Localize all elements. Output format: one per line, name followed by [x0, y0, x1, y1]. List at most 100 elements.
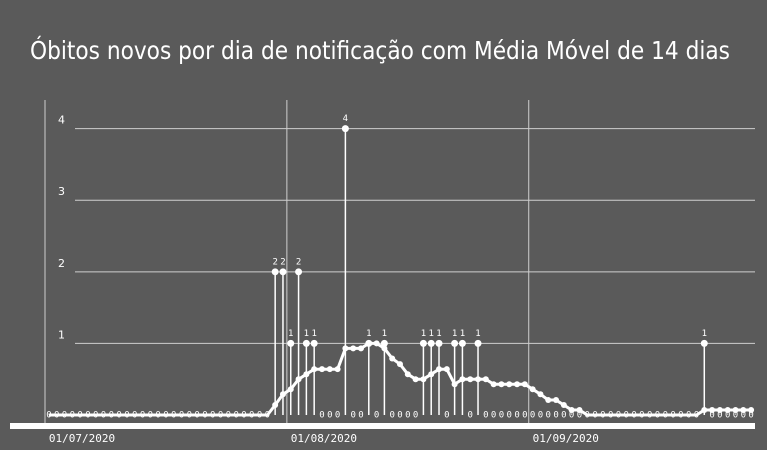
- value-label: 0: [350, 411, 355, 421]
- value-label: 0: [577, 411, 582, 421]
- value-label: 0: [374, 411, 379, 421]
- average-point: [545, 396, 552, 403]
- value-label: 0: [444, 411, 449, 421]
- value-label: 1: [460, 329, 465, 339]
- average-point: [724, 406, 731, 413]
- value-label: 0: [507, 411, 512, 421]
- average-point: [342, 345, 349, 352]
- average-point: [732, 406, 739, 413]
- value-label: 0: [319, 411, 324, 421]
- point: [380, 339, 388, 347]
- average-point: [381, 345, 388, 352]
- point: [279, 268, 287, 276]
- point: [302, 339, 310, 347]
- average-point: [560, 401, 567, 408]
- value-label: 0: [358, 411, 363, 421]
- point: [310, 339, 318, 347]
- average-point: [303, 371, 310, 378]
- average-point: [553, 396, 560, 403]
- point: [427, 339, 435, 347]
- value-label: 0: [569, 411, 574, 421]
- average-point: [568, 406, 575, 413]
- value-label: 0: [561, 411, 566, 421]
- value-label: 0: [468, 411, 473, 421]
- average-point: [357, 345, 364, 352]
- average-point: [490, 381, 497, 388]
- y-tick-label: 2: [58, 257, 65, 270]
- average-point: [420, 376, 427, 383]
- average-point: [467, 376, 474, 383]
- average-point: [311, 366, 318, 373]
- value-label: 2: [272, 257, 277, 267]
- point: [458, 339, 466, 347]
- value-label: 0: [335, 411, 340, 421]
- average-point: [279, 391, 286, 398]
- chart-title: Óbitos novos por dia de notificação com …: [30, 35, 730, 65]
- y-tick-label: 3: [58, 185, 65, 198]
- point: [295, 268, 303, 276]
- average-point: [350, 345, 357, 352]
- average-point: [436, 366, 443, 373]
- value-label: 0: [553, 411, 558, 421]
- point: [287, 339, 295, 347]
- average-point: [521, 381, 528, 388]
- value-label: 0: [483, 411, 488, 421]
- y-tick-label: 4: [58, 114, 65, 127]
- average-point: [740, 406, 747, 413]
- point: [451, 339, 459, 347]
- value-label: 0: [530, 411, 535, 421]
- average-point: [451, 381, 458, 388]
- average-point: [709, 406, 716, 413]
- average-point: [272, 401, 279, 408]
- point: [271, 268, 279, 276]
- value-label: 0: [733, 411, 738, 421]
- average-point: [318, 366, 325, 373]
- average-point: [748, 406, 755, 413]
- average-point: [459, 376, 466, 383]
- average-point: [428, 371, 435, 378]
- value-label: 0: [717, 411, 722, 421]
- point: [341, 125, 349, 133]
- average-point: [397, 361, 403, 368]
- point: [419, 339, 427, 347]
- average-point: [701, 406, 708, 413]
- average-point: [287, 386, 294, 393]
- value-label: 0: [522, 411, 527, 421]
- value-label: 1: [304, 329, 309, 339]
- average-point: [326, 366, 333, 373]
- average-point: [443, 366, 450, 373]
- average-point: [373, 340, 380, 347]
- average-point: [295, 376, 302, 383]
- value-label: 1: [452, 329, 457, 339]
- x-tick-label: 01/08/2020: [291, 432, 357, 445]
- value-label: 0: [514, 411, 519, 421]
- value-label: 0: [499, 411, 504, 421]
- value-label: 4: [343, 114, 348, 124]
- average-point: [365, 340, 372, 347]
- average-point: [334, 366, 341, 373]
- average-point: [475, 376, 482, 383]
- value-label: 1: [436, 329, 441, 339]
- value-label: 0: [538, 411, 543, 421]
- point: [474, 339, 482, 347]
- point: [700, 339, 708, 347]
- value-label: 1: [475, 329, 480, 339]
- value-label: 0: [327, 411, 332, 421]
- value-label: 1: [382, 329, 387, 339]
- value-label: 0: [491, 411, 496, 421]
- value-label: 0: [748, 411, 753, 421]
- value-label: 0: [741, 411, 746, 421]
- average-point: [389, 355, 396, 362]
- value-label: 0: [405, 411, 410, 421]
- x-tick-label: 01/09/2020: [533, 432, 599, 445]
- value-label: 2: [280, 257, 285, 267]
- average-point: [404, 371, 411, 378]
- average-point: [498, 381, 505, 388]
- average-point: [412, 376, 419, 383]
- average-point: [716, 406, 723, 413]
- average-point: [482, 376, 489, 383]
- x-axis-band: [10, 423, 755, 429]
- value-label: 0: [546, 411, 551, 421]
